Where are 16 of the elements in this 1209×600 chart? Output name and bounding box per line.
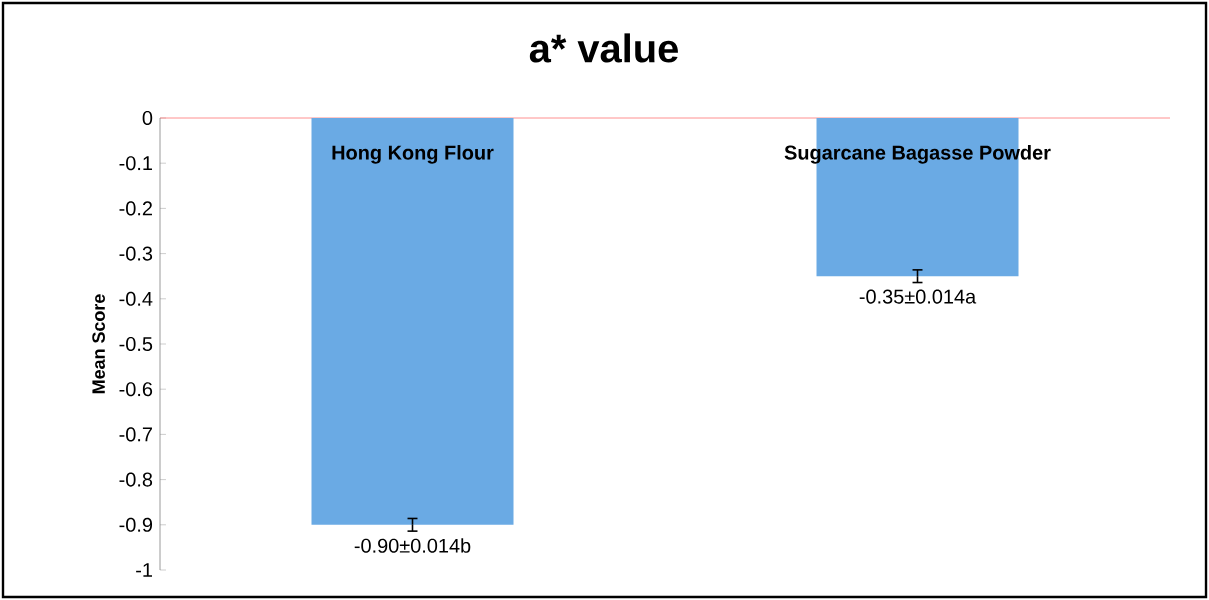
x-tick-label: Hong Kong Flour	[332, 145, 494, 164]
chart-title: a* value	[529, 33, 678, 63]
y-tick-label: -0.8	[119, 472, 153, 487]
y-tick-label: -0.9	[119, 517, 153, 532]
data-label: -0.35±0.014a	[859, 289, 977, 304]
y-tick-label: -0.6	[119, 382, 153, 397]
y-tick-label: -0.3	[119, 246, 153, 261]
y-tick-label: -0.2	[119, 201, 152, 216]
y-tick-label: 0	[142, 110, 153, 126]
y-tick-label: -0.4	[119, 291, 153, 306]
y-tick-label: -0.7	[119, 427, 152, 442]
y-tick-label: -0.1	[119, 156, 153, 171]
y-axis-title: Mean Score	[92, 294, 105, 394]
y-tick-label: -1	[136, 563, 153, 577]
y-tick-label: -0.5	[119, 336, 153, 352]
data-label: -0.90±0.014b	[354, 538, 471, 553]
